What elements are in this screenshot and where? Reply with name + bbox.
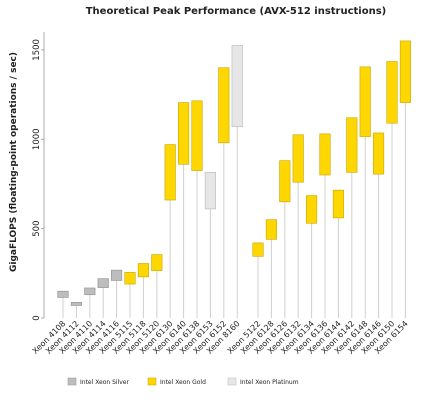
range-bar bbox=[111, 269, 123, 281]
range-bar bbox=[399, 40, 411, 103]
range-bar bbox=[137, 263, 149, 278]
range-bar bbox=[178, 102, 190, 165]
range-bar bbox=[373, 132, 385, 175]
y-tick-label: 0 bbox=[32, 315, 42, 320]
legend-label: Intel Xeon Platinum bbox=[240, 379, 299, 386]
y-tick-label: 1500 bbox=[32, 39, 42, 61]
range-bar bbox=[164, 144, 176, 201]
range-bar bbox=[124, 272, 136, 285]
range-bar bbox=[319, 133, 331, 176]
range-bar bbox=[84, 287, 96, 296]
range-bar bbox=[332, 189, 344, 219]
range-bar bbox=[191, 100, 203, 171]
y-axis-label: GigaFLOPS (floating-point operations / s… bbox=[9, 52, 19, 272]
range-bar bbox=[265, 219, 277, 240]
range-bar bbox=[151, 254, 163, 271]
range-bar bbox=[279, 160, 291, 203]
legend-swatch bbox=[67, 377, 77, 386]
range-bar bbox=[252, 242, 264, 257]
chart-title: Theoretical Peak Performance (AVX-512 in… bbox=[86, 6, 387, 17]
range-bar bbox=[97, 278, 109, 288]
bars-layer bbox=[57, 40, 411, 318]
y-axis-ticks: 0 500 1000 1500 bbox=[32, 39, 44, 321]
y-tick-label: 500 bbox=[32, 221, 42, 237]
range-bar bbox=[359, 66, 371, 137]
legend: Intel Xeon Silver Intel Xeon Gold Intel Xe… bbox=[67, 377, 299, 386]
range-bar bbox=[346, 117, 358, 173]
range-bar bbox=[204, 172, 216, 210]
legend-label: Intel Xeon Silver bbox=[80, 379, 129, 386]
range-bar bbox=[306, 195, 318, 224]
range-bar bbox=[231, 45, 243, 128]
range-bar bbox=[386, 61, 398, 124]
legend-swatch bbox=[227, 377, 237, 386]
y-tick-label: 1000 bbox=[32, 128, 42, 150]
range-bar bbox=[218, 67, 230, 144]
range-bar bbox=[70, 301, 82, 306]
range-bar bbox=[57, 290, 69, 298]
legend-label: Intel Xeon Gold bbox=[160, 379, 206, 386]
legend-swatch bbox=[147, 377, 157, 386]
range-bar bbox=[292, 134, 304, 183]
